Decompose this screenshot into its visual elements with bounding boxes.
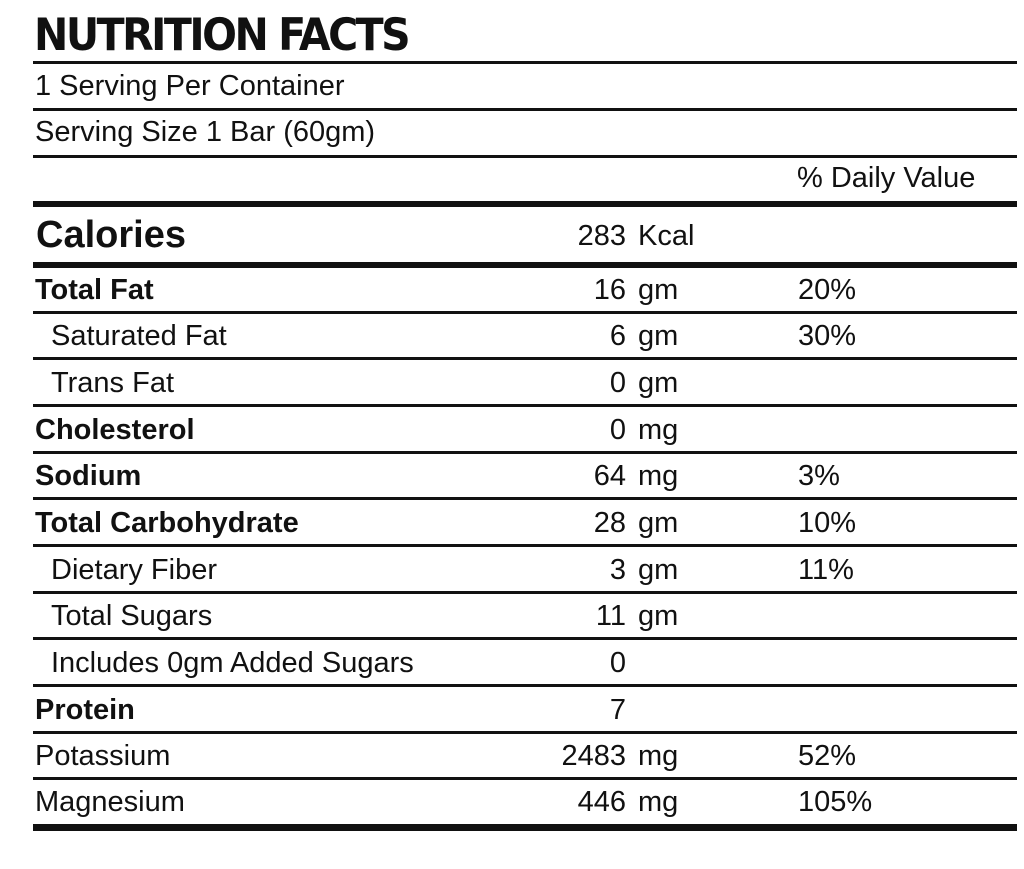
- divider: [33, 404, 1017, 407]
- divider: [33, 451, 1017, 454]
- nutrient-row: Protein 7: [33, 693, 1017, 727]
- calories-amount: 283: [577, 220, 626, 252]
- serving-size: Serving Size 1 Bar (60gm): [35, 116, 376, 148]
- divider: [33, 108, 1017, 111]
- nutrient-daily-value: 11%: [798, 554, 854, 586]
- nutrient-name: Magnesium: [35, 786, 185, 818]
- nutrient-amount: 64: [593, 460, 626, 492]
- nutrient-name: Dietary Fiber: [51, 554, 217, 586]
- nutrient-row: Total Fat 16 gm 20%: [33, 273, 1017, 307]
- divider: [33, 311, 1017, 314]
- nutrient-name: Saturated Fat: [51, 320, 227, 352]
- nutrient-unit: gm: [638, 554, 679, 586]
- nutrient-amount: 2483: [561, 740, 626, 772]
- divider: [33, 155, 1017, 158]
- calories-label: Calories: [36, 214, 186, 256]
- nutrient-row: Magnesium 446 mg 105%: [33, 785, 1017, 819]
- nutrient-row: Saturated Fat 6 gm 30%: [33, 319, 1017, 353]
- nutrient-name: Sodium: [35, 460, 142, 492]
- nutrient-daily-value: 30%: [798, 320, 857, 352]
- nutrient-name: Cholesterol: [35, 414, 195, 446]
- nutrient-name: Total Sugars: [51, 600, 213, 632]
- nutrient-row: Sodium 64 mg 3%: [33, 459, 1017, 493]
- servings-per-container: 1 Serving Per Container: [35, 70, 345, 102]
- nutrient-unit: mg: [638, 414, 679, 446]
- nutrient-row: Trans Fat 0 gm: [33, 366, 1017, 400]
- nutrient-amount: 0: [609, 647, 626, 679]
- nutrient-amount: 11: [595, 600, 626, 632]
- nutrient-amount: 0: [609, 367, 626, 399]
- nutrient-row: Dietary Fiber 3 gm 11%: [33, 553, 1017, 587]
- divider: [33, 544, 1017, 547]
- divider: [33, 497, 1017, 500]
- nutrient-unit: mg: [638, 460, 679, 492]
- divider: [33, 61, 1017, 64]
- divider: [33, 777, 1017, 780]
- divider: [33, 684, 1017, 687]
- divider: [33, 637, 1017, 640]
- nutrient-amount: 3: [609, 554, 626, 586]
- nutrient-daily-value: 52%: [798, 740, 857, 772]
- nutrient-unit: gm: [638, 600, 679, 632]
- daily-value-header: % Daily Value: [797, 162, 976, 194]
- nutrient-daily-value: 3%: [798, 460, 840, 492]
- nutrient-unit: gm: [638, 274, 679, 306]
- nutrient-daily-value: 10%: [798, 507, 857, 539]
- nutrient-amount: 16: [593, 274, 626, 306]
- nutrient-daily-value: 105%: [798, 786, 873, 818]
- nutrient-name: Total Carbohydrate: [35, 507, 299, 539]
- nutrient-row: Cholesterol 0 mg: [33, 413, 1017, 447]
- thick-divider: [33, 201, 1017, 207]
- divider: [33, 731, 1017, 734]
- nutrient-unit: mg: [638, 740, 679, 772]
- nutrient-unit: gm: [638, 507, 679, 539]
- nutrient-amount: 6: [609, 320, 626, 352]
- calories-row: Calories 283 Kcal: [33, 214, 1017, 256]
- nutrient-name: Includes 0gm Added Sugars: [51, 647, 414, 679]
- nutrient-amount: 7: [609, 694, 626, 726]
- nutrient-name: Potassium: [35, 740, 171, 772]
- nutrient-amount: 446: [577, 786, 626, 818]
- divider: [33, 357, 1017, 360]
- nutrient-row: Includes 0gm Added Sugars 0: [33, 646, 1017, 680]
- nutrient-name: Trans Fat: [51, 367, 175, 399]
- nutrient-row: Total Carbohydrate 28 gm 10%: [33, 506, 1017, 540]
- nutrient-name: Protein: [35, 694, 135, 726]
- nutrient-unit: gm: [638, 367, 679, 399]
- nutrient-amount: 0: [609, 414, 626, 446]
- nutrient-daily-value: 20%: [798, 274, 857, 306]
- thick-divider: [33, 262, 1017, 268]
- nutrient-unit: mg: [638, 786, 679, 818]
- nutrient-row: Total Sugars 11 gm: [33, 599, 1017, 633]
- label-title: NUTRITION FACTS: [34, 9, 411, 61]
- nutrient-row: Potassium 2483 mg 52%: [33, 739, 1017, 773]
- nutrient-unit: gm: [638, 320, 679, 352]
- nutrient-amount: 28: [593, 507, 626, 539]
- nutrient-name: Total Fat: [35, 274, 154, 306]
- thick-divider: [33, 824, 1017, 831]
- calories-unit: Kcal: [638, 220, 695, 252]
- divider: [33, 591, 1017, 594]
